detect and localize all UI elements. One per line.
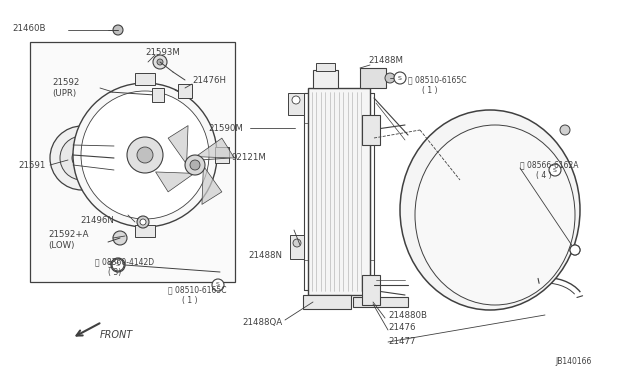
Polygon shape (156, 172, 193, 192)
Circle shape (60, 136, 104, 180)
Text: 21593M: 21593M (145, 48, 180, 57)
Text: ( 3): ( 3) (108, 267, 121, 276)
Text: S: S (553, 167, 557, 173)
Ellipse shape (415, 125, 575, 305)
Circle shape (113, 231, 127, 245)
Circle shape (293, 239, 301, 247)
Circle shape (560, 125, 570, 135)
Circle shape (549, 164, 561, 176)
Circle shape (570, 245, 580, 255)
Bar (152, 88, 164, 102)
Text: S: S (116, 263, 120, 267)
Text: Ⓜ 08510-6165C: Ⓜ 08510-6165C (168, 285, 227, 295)
Circle shape (570, 245, 580, 255)
Circle shape (50, 126, 114, 190)
Circle shape (72, 148, 92, 168)
Circle shape (212, 279, 224, 291)
Ellipse shape (400, 110, 580, 310)
Circle shape (81, 91, 209, 219)
Text: 21592+A
(LOW): 21592+A (LOW) (48, 230, 88, 250)
Circle shape (157, 59, 163, 65)
Text: 21477: 21477 (388, 337, 415, 346)
Text: 21488N: 21488N (248, 250, 282, 260)
Text: 21488M: 21488M (368, 55, 403, 64)
Circle shape (113, 25, 123, 35)
Circle shape (111, 258, 125, 272)
Text: Ⓜ 08360-4142D: Ⓜ 08360-4142D (95, 257, 154, 266)
Circle shape (385, 73, 395, 83)
Text: S: S (216, 282, 220, 288)
Text: 21592
(UPR): 21592 (UPR) (52, 78, 79, 98)
Text: ( 1 ): ( 1 ) (422, 86, 438, 94)
Text: 214880B: 214880B (388, 311, 427, 320)
Bar (316, 63, 335, 71)
Polygon shape (168, 126, 188, 163)
Circle shape (73, 83, 217, 227)
Bar (362, 275, 380, 305)
Text: S: S (398, 76, 402, 80)
Circle shape (153, 55, 167, 69)
Circle shape (140, 219, 146, 225)
Bar (30, 42, 235, 282)
Text: 21476: 21476 (388, 324, 415, 333)
Bar (135, 73, 155, 85)
Text: Ⓜ 08510-6165C: Ⓜ 08510-6165C (408, 76, 467, 84)
Circle shape (190, 160, 200, 170)
Circle shape (394, 72, 406, 84)
Text: 21476H: 21476H (192, 76, 226, 84)
Bar (215, 147, 229, 163)
Bar (360, 68, 386, 88)
Bar (362, 115, 380, 145)
Polygon shape (202, 168, 222, 204)
Text: 21488QA: 21488QA (242, 317, 282, 327)
Bar (290, 235, 304, 259)
Circle shape (127, 137, 163, 173)
Circle shape (185, 155, 205, 175)
Text: 92121M: 92121M (232, 153, 267, 161)
Text: 21460B: 21460B (12, 23, 45, 32)
Bar (303, 295, 351, 309)
Text: 21496N: 21496N (80, 215, 114, 224)
Text: 21590M: 21590M (208, 124, 243, 132)
Circle shape (137, 216, 149, 228)
Circle shape (137, 147, 153, 163)
Circle shape (112, 259, 124, 271)
Bar (135, 225, 155, 237)
Bar (288, 93, 304, 115)
Text: FRONT: FRONT (100, 330, 133, 340)
Text: ( 1 ): ( 1 ) (182, 295, 198, 305)
Text: JB140166: JB140166 (555, 357, 591, 366)
Text: S: S (108, 260, 113, 269)
Circle shape (292, 96, 300, 104)
Bar (353, 297, 408, 307)
Bar (308, 88, 370, 295)
Bar (178, 84, 192, 98)
Text: 21591: 21591 (18, 160, 45, 170)
Text: Ⓜ 08566-6162A: Ⓜ 08566-6162A (520, 160, 579, 170)
Text: ( 4 ): ( 4 ) (536, 170, 552, 180)
Bar (313, 70, 338, 88)
Polygon shape (198, 138, 234, 158)
